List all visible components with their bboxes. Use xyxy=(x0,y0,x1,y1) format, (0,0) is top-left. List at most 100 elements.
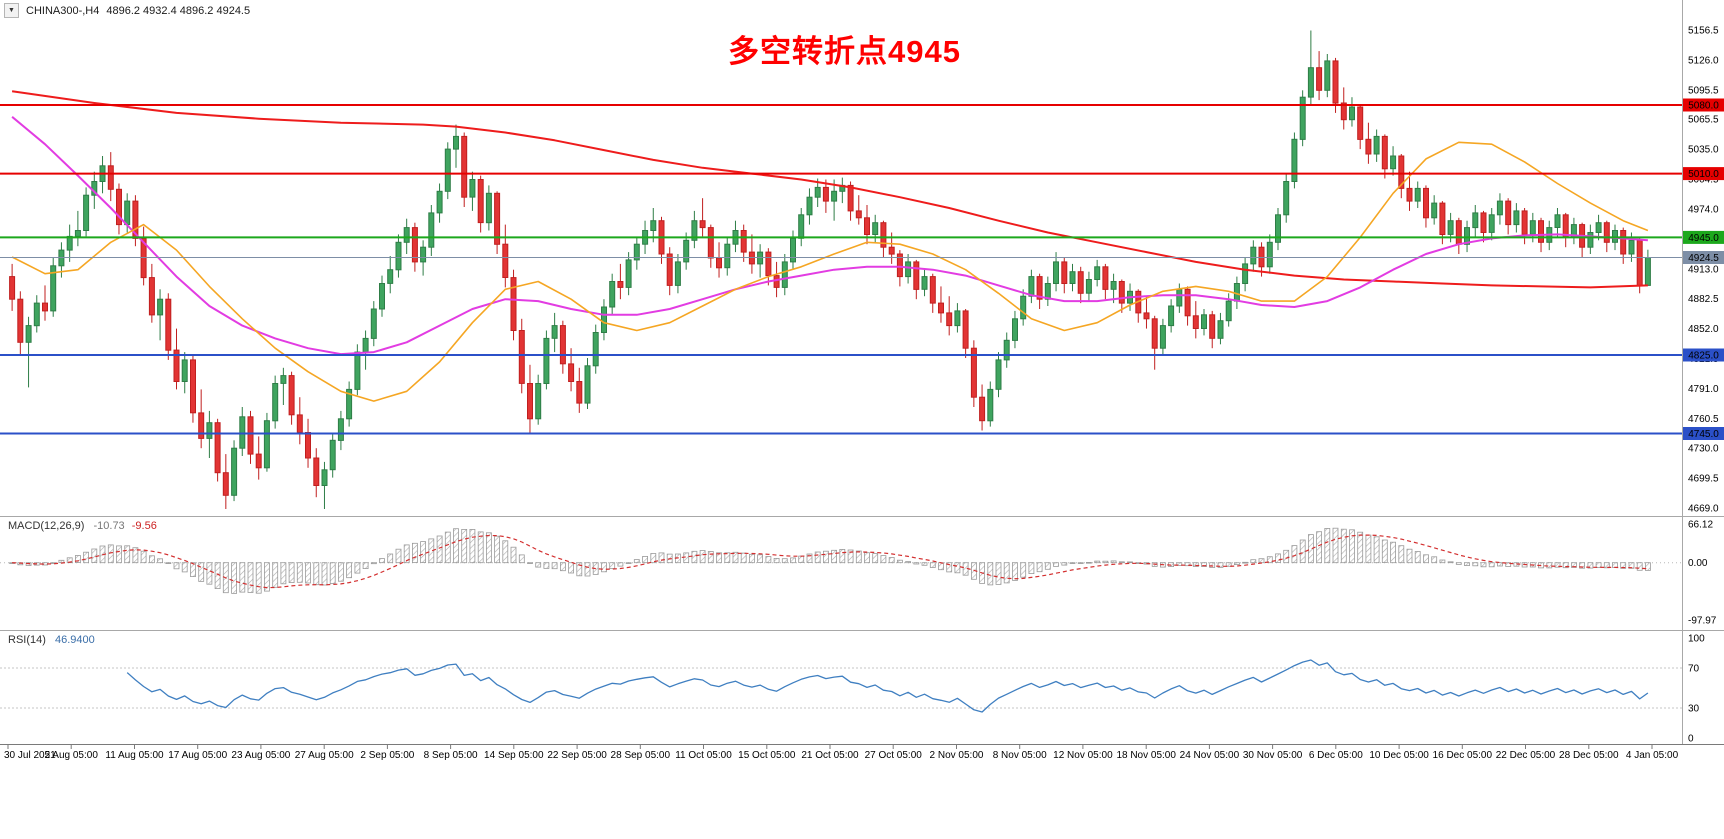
candle xyxy=(979,396,986,422)
macd-axis[interactable]: 66.12 0.00 -97.97 xyxy=(1688,520,1717,627)
candle xyxy=(42,302,48,312)
macd-panel xyxy=(0,527,1682,594)
candle xyxy=(124,200,131,226)
candle xyxy=(1069,271,1076,285)
candle xyxy=(1480,212,1487,233)
price-badge: 4825.0 xyxy=(1683,348,1724,362)
candle xyxy=(987,388,994,422)
time-tick-label[interactable]: 17 Aug 05:00 xyxy=(168,750,227,761)
rsi-axis[interactable]: 100 70 30 0 xyxy=(1688,634,1705,745)
candle xyxy=(921,276,928,290)
price-badge: 5010.0 xyxy=(1683,167,1724,181)
time-tick-label[interactable]: 12 Nov 05:00 xyxy=(1053,750,1113,761)
time-tick-label[interactable]: 30 Jul 2021 xyxy=(4,750,56,761)
price-tick-label: 4669.0 xyxy=(1688,504,1719,515)
time-tick-label[interactable]: 27 Aug 05:00 xyxy=(295,750,354,761)
level-lines-layer[interactable] xyxy=(0,104,1682,435)
macd-histogram-bar xyxy=(428,538,435,564)
time-tick-label[interactable]: 11 Aug 05:00 xyxy=(105,750,164,761)
macd-histogram-bar xyxy=(231,562,238,594)
candle xyxy=(411,227,418,263)
price-axis[interactable]: 5156.55126.05095.55065.55035.05004.54974… xyxy=(1683,26,1724,515)
price-badge: 4745.0 xyxy=(1683,427,1724,440)
macd-histogram-bar xyxy=(1184,562,1191,567)
candle xyxy=(165,298,172,351)
candle xyxy=(1250,246,1257,265)
macd-histogram-bar xyxy=(1258,558,1265,564)
candle xyxy=(1488,214,1495,233)
macd-histogram-bar xyxy=(403,544,410,564)
time-tick-label[interactable]: 5 Aug 05:00 xyxy=(45,750,99,761)
macd-histogram-bar xyxy=(1061,562,1068,566)
time-tick-label[interactable]: 22 Sep 05:00 xyxy=(547,750,607,761)
time-tick-label[interactable]: 10 Dec 05:00 xyxy=(1369,750,1429,761)
macd-signal-line xyxy=(12,534,1648,589)
candle xyxy=(1439,202,1446,236)
candle xyxy=(970,347,977,398)
macd-histogram-bar xyxy=(790,557,796,564)
time-tick-label[interactable]: 11 Oct 05:00 xyxy=(675,750,732,761)
time-tick-label[interactable]: 27 Oct 05:00 xyxy=(865,750,923,761)
time-tick-label[interactable]: 24 Nov 05:00 xyxy=(1180,750,1240,761)
price-tick-label: 5095.5 xyxy=(1688,85,1719,96)
macd-histogram-bar xyxy=(477,531,484,564)
candle xyxy=(683,239,690,263)
macd-histogram-bar xyxy=(83,551,89,564)
time-tick-label[interactable]: 30 Nov 05:00 xyxy=(1243,750,1303,761)
time-tick-label[interactable]: 16 Dec 05:00 xyxy=(1433,750,1493,761)
macd-histogram-bar xyxy=(280,562,287,585)
macd-histogram-bar xyxy=(601,562,607,573)
macd-histogram-bar xyxy=(905,561,911,564)
time-tick-label[interactable]: 15 Oct 05:00 xyxy=(738,750,796,761)
candle xyxy=(1538,220,1544,243)
candle xyxy=(502,243,509,278)
macd-histogram-bar xyxy=(1176,562,1183,566)
macd-histogram-bar xyxy=(749,553,755,564)
macd-histogram-bar xyxy=(1077,562,1084,564)
macd-histogram-bar xyxy=(987,562,994,586)
macd-histogram-bar xyxy=(157,558,164,564)
candle xyxy=(1176,288,1183,307)
time-tick-label[interactable]: 28 Dec 05:00 xyxy=(1559,750,1619,761)
time-tick-label[interactable]: 4 Jan 05:00 xyxy=(1626,750,1679,761)
time-tick-label[interactable]: 2 Sep 05:00 xyxy=(360,750,414,761)
price-badge-label: 5010.0 xyxy=(1688,169,1719,180)
macd-label: MACD(12,26,9) -10.73 -9.56 xyxy=(8,520,157,532)
candle xyxy=(1349,106,1355,121)
time-tick-label[interactable]: 6 Dec 05:00 xyxy=(1309,750,1363,761)
candle xyxy=(650,220,657,231)
price-tick-label: 5126.0 xyxy=(1688,55,1719,66)
time-tick-label[interactable]: 8 Sep 05:00 xyxy=(424,750,478,761)
candle xyxy=(962,310,969,349)
time-tick-label[interactable]: 18 Nov 05:00 xyxy=(1116,750,1176,761)
macd-histogram-bar xyxy=(1636,562,1643,571)
time-tick-label[interactable]: 8 Nov 05:00 xyxy=(993,750,1047,761)
price-badge: 4945.0 xyxy=(1683,230,1724,244)
symbol-dropdown-icon[interactable]: ▼ xyxy=(4,3,19,18)
candle xyxy=(864,217,870,236)
price-tick-label: 5156.5 xyxy=(1688,26,1719,37)
candle xyxy=(33,302,40,327)
candle xyxy=(913,261,920,290)
candle xyxy=(25,325,32,343)
candle xyxy=(551,325,558,339)
macd-histogram-bar xyxy=(1053,562,1059,567)
panel-separators xyxy=(0,0,1724,744)
time-tick-label[interactable]: 2 Nov 05:00 xyxy=(930,750,984,761)
candle xyxy=(814,186,821,198)
macd-histogram-bar xyxy=(1562,562,1569,569)
time-tick-label[interactable]: 22 Dec 05:00 xyxy=(1496,750,1556,761)
candle xyxy=(592,332,599,367)
candle xyxy=(724,243,731,269)
time-tick-label[interactable]: 21 Oct 05:00 xyxy=(801,750,859,761)
time-tick-label[interactable]: 28 Sep 05:00 xyxy=(611,750,671,761)
time-tick-label[interactable]: 23 Aug 05:00 xyxy=(231,750,290,761)
macd-histogram-bar xyxy=(313,562,320,586)
rsi-tick-label: 70 xyxy=(1688,664,1700,675)
annotation-text[interactable]: 多空转折点4945 xyxy=(728,34,961,69)
candle xyxy=(469,179,476,198)
ma-slow-red xyxy=(11,90,1648,289)
time-tick-label[interactable]: 14 Sep 05:00 xyxy=(484,750,544,761)
